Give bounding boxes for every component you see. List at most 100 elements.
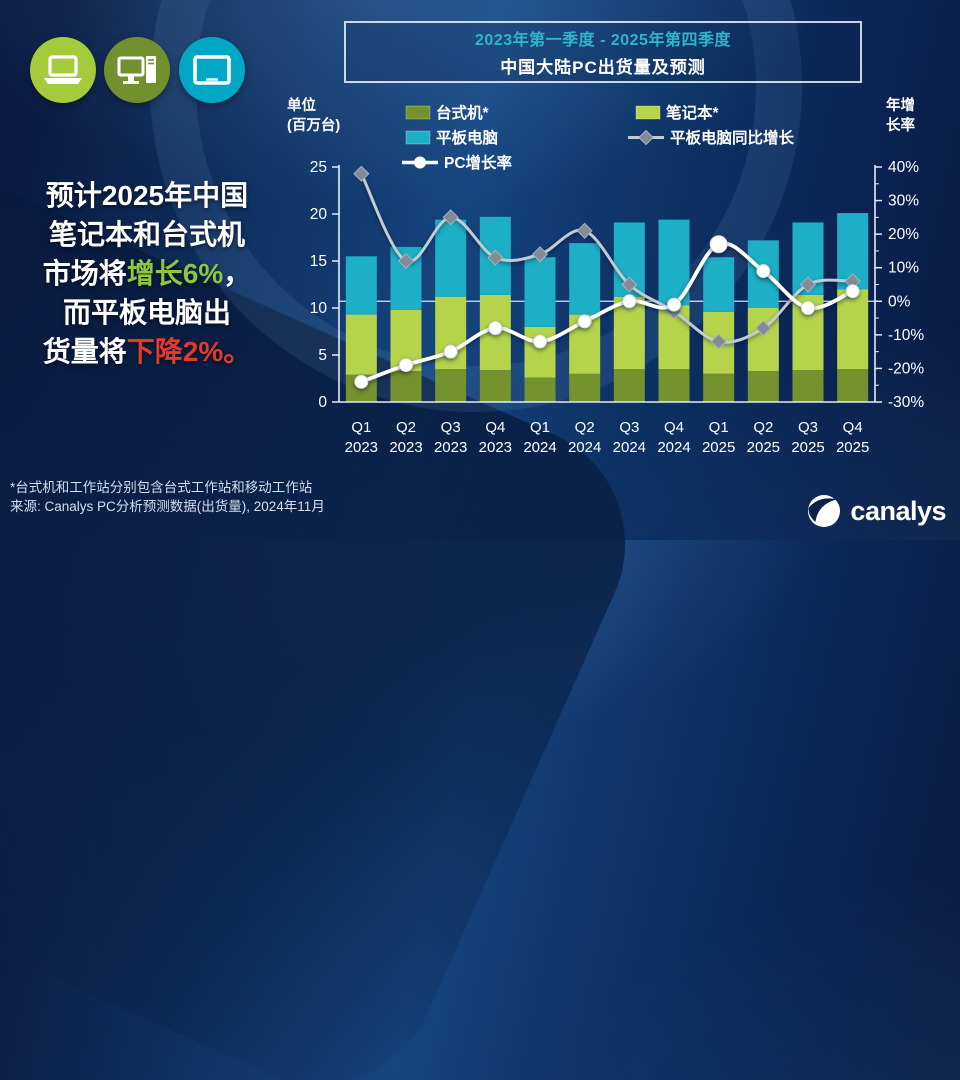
pc-growth-marker	[801, 301, 815, 315]
x-axis-label-year: 2025	[836, 439, 869, 456]
legend-tablet-swatch	[405, 130, 431, 145]
footnote-definition: *台式机和工作站分别包含台式工作站和移动工作站	[10, 480, 313, 495]
x-axis-label-quarter: Q3	[619, 419, 639, 436]
tablet-growth-marker	[442, 209, 459, 226]
bar-segment-tablet-q3-2023	[435, 219, 467, 297]
headline-segment: ，	[223, 258, 252, 289]
tablet-growth-marker	[531, 246, 549, 263]
legend-pc-growth-label: PC增长率	[444, 153, 513, 172]
x-axis-label-year: 2025	[791, 439, 824, 456]
right-axis-tick-label: -30%	[888, 394, 924, 411]
tablet-growth-marker	[621, 276, 638, 293]
canalys-logo: canalys	[805, 492, 946, 530]
desktop-glyph	[117, 56, 156, 84]
x-axis-label-quarter: Q2	[575, 419, 595, 436]
x-axis-label-quarter: Q1	[709, 419, 729, 436]
pc-growth-marker	[709, 235, 728, 254]
left-axis-tick-label: 0	[318, 394, 327, 411]
legend-notebook-label: 笔记本*	[666, 103, 720, 122]
x-axis-label-quarter: Q1	[351, 419, 371, 436]
bar-segment-desktop-q2-2023	[390, 370, 422, 402]
right-axis-title-line1: 年增	[886, 98, 915, 114]
canalys-logo-icon	[808, 495, 841, 527]
legend-desktop-label: 台式机*	[436, 103, 490, 122]
chart-date-range: 2023年第一季度 - 2025年第四季度	[475, 32, 731, 49]
x-axis-label-year: 2023	[345, 439, 378, 456]
legend-desktop-swatch	[405, 105, 431, 120]
tablet-growth-marker	[799, 276, 817, 293]
headline-segment: 货量将	[42, 336, 127, 367]
right-axis-title: 年增 长率	[886, 96, 915, 136]
bar-segment-desktop-q4-2025	[837, 369, 869, 402]
bar-segment-desktop-q3-2025	[792, 370, 824, 402]
bar-segment-notebook-q1-2024	[524, 326, 556, 378]
laptop-icon	[30, 37, 96, 103]
legend-tablet-growth-marker	[638, 129, 654, 146]
bar-segment-tablet-q2-2024	[569, 243, 601, 315]
bar-segment-tablet-q1-2025	[703, 257, 735, 312]
headline-segment: 预计2025年中国	[45, 180, 249, 211]
bar-segment-desktop-q4-2024	[658, 369, 690, 402]
chart-title-box: 2023年第一季度 - 2025年第四季度 中国大陆PC出货量及预测	[344, 21, 862, 83]
right-axis-tick-label: 30%	[888, 193, 919, 210]
headline-segment: 笔记本和台式机	[48, 219, 245, 250]
left-axis-tick-label: 25	[310, 159, 327, 176]
x-axis-label-year: 2025	[702, 439, 735, 456]
x-axis-label-quarter: Q3	[798, 419, 818, 436]
tablet-growth-line	[359, 172, 855, 344]
right-axis-tick-label: 20%	[888, 226, 919, 243]
bar-segment-desktop-q4-2023	[479, 370, 511, 402]
tablet-growth-marker	[487, 249, 504, 266]
tablet-growth-marker	[844, 273, 861, 290]
tablet-growth-marker	[710, 333, 727, 350]
tablet-growth-marker	[755, 320, 772, 337]
bar-segment-desktop-q2-2024	[569, 373, 601, 402]
legend-tablet-growth-label: 平板电脑同比增长	[670, 128, 795, 147]
x-axis-label-quarter: Q4	[843, 419, 863, 436]
tablet-growth-marker	[576, 222, 593, 239]
x-axis-label-quarter: Q4	[664, 419, 684, 436]
headline-segment: 下降2%	[126, 336, 224, 367]
x-axis-label-quarter: Q1	[530, 419, 550, 436]
left-axis-tick-label: 20	[310, 206, 328, 223]
laptop-glyph	[44, 55, 82, 84]
right-axis-title-line2: 长率	[886, 118, 915, 134]
pc-growth-marker	[533, 334, 547, 349]
x-axis-label-year: 2024	[568, 439, 601, 456]
pc-growth-marker	[577, 314, 592, 329]
pc-growth-marker	[622, 294, 637, 309]
tablet-icon	[179, 37, 245, 103]
left-axis-unit-label: 单位 (百万台)	[287, 96, 340, 136]
headline-segment: 而平板电脑出	[62, 297, 231, 328]
pc-growth-marker	[488, 321, 503, 336]
pc-growth-marker	[756, 264, 771, 279]
bar-segment-tablet-q1-2023	[345, 256, 377, 315]
x-axis-label-year: 2024	[657, 439, 690, 456]
pc-growth-marker	[354, 374, 369, 389]
legend-tablet-label: 平板电脑	[436, 128, 498, 147]
bar-segment-tablet-q1-2024	[524, 257, 556, 327]
x-axis-label-year: 2023	[479, 439, 512, 456]
bar-segment-notebook-q1-2023	[345, 314, 377, 375]
bar-segment-desktop-q3-2024	[613, 369, 645, 402]
left-axis-unit-line2: (百万台)	[287, 118, 341, 134]
tablet-glyph	[193, 55, 231, 85]
x-axis-label-quarter: Q3	[441, 419, 461, 436]
footnotes: *台式机和工作站分别包含台式工作站和移动工作站 来源: Canalys PC分析…	[10, 478, 325, 516]
left-axis-tick-label: 10	[310, 300, 328, 317]
pc-growth-marker	[667, 297, 681, 312]
bar-segment-notebook-q4-2025	[837, 289, 869, 370]
left-axis-tick-label: 15	[310, 253, 327, 270]
x-axis-label-year: 2024	[523, 439, 556, 456]
bar-segment-notebook-q3-2024	[613, 296, 645, 370]
desktop-pc-icon	[104, 37, 170, 103]
right-axis-tick-label: 0%	[888, 293, 911, 310]
x-axis-label-year: 2023	[434, 439, 467, 456]
x-axis-label-year: 2024	[613, 439, 646, 456]
bar-segment-desktop-q1-2024	[524, 377, 556, 402]
pc-growth-marker	[399, 358, 413, 373]
x-axis-label-quarter: Q2	[396, 419, 416, 436]
tablet-growth-marker	[397, 252, 415, 270]
x-axis-label-year: 2025	[747, 439, 780, 456]
